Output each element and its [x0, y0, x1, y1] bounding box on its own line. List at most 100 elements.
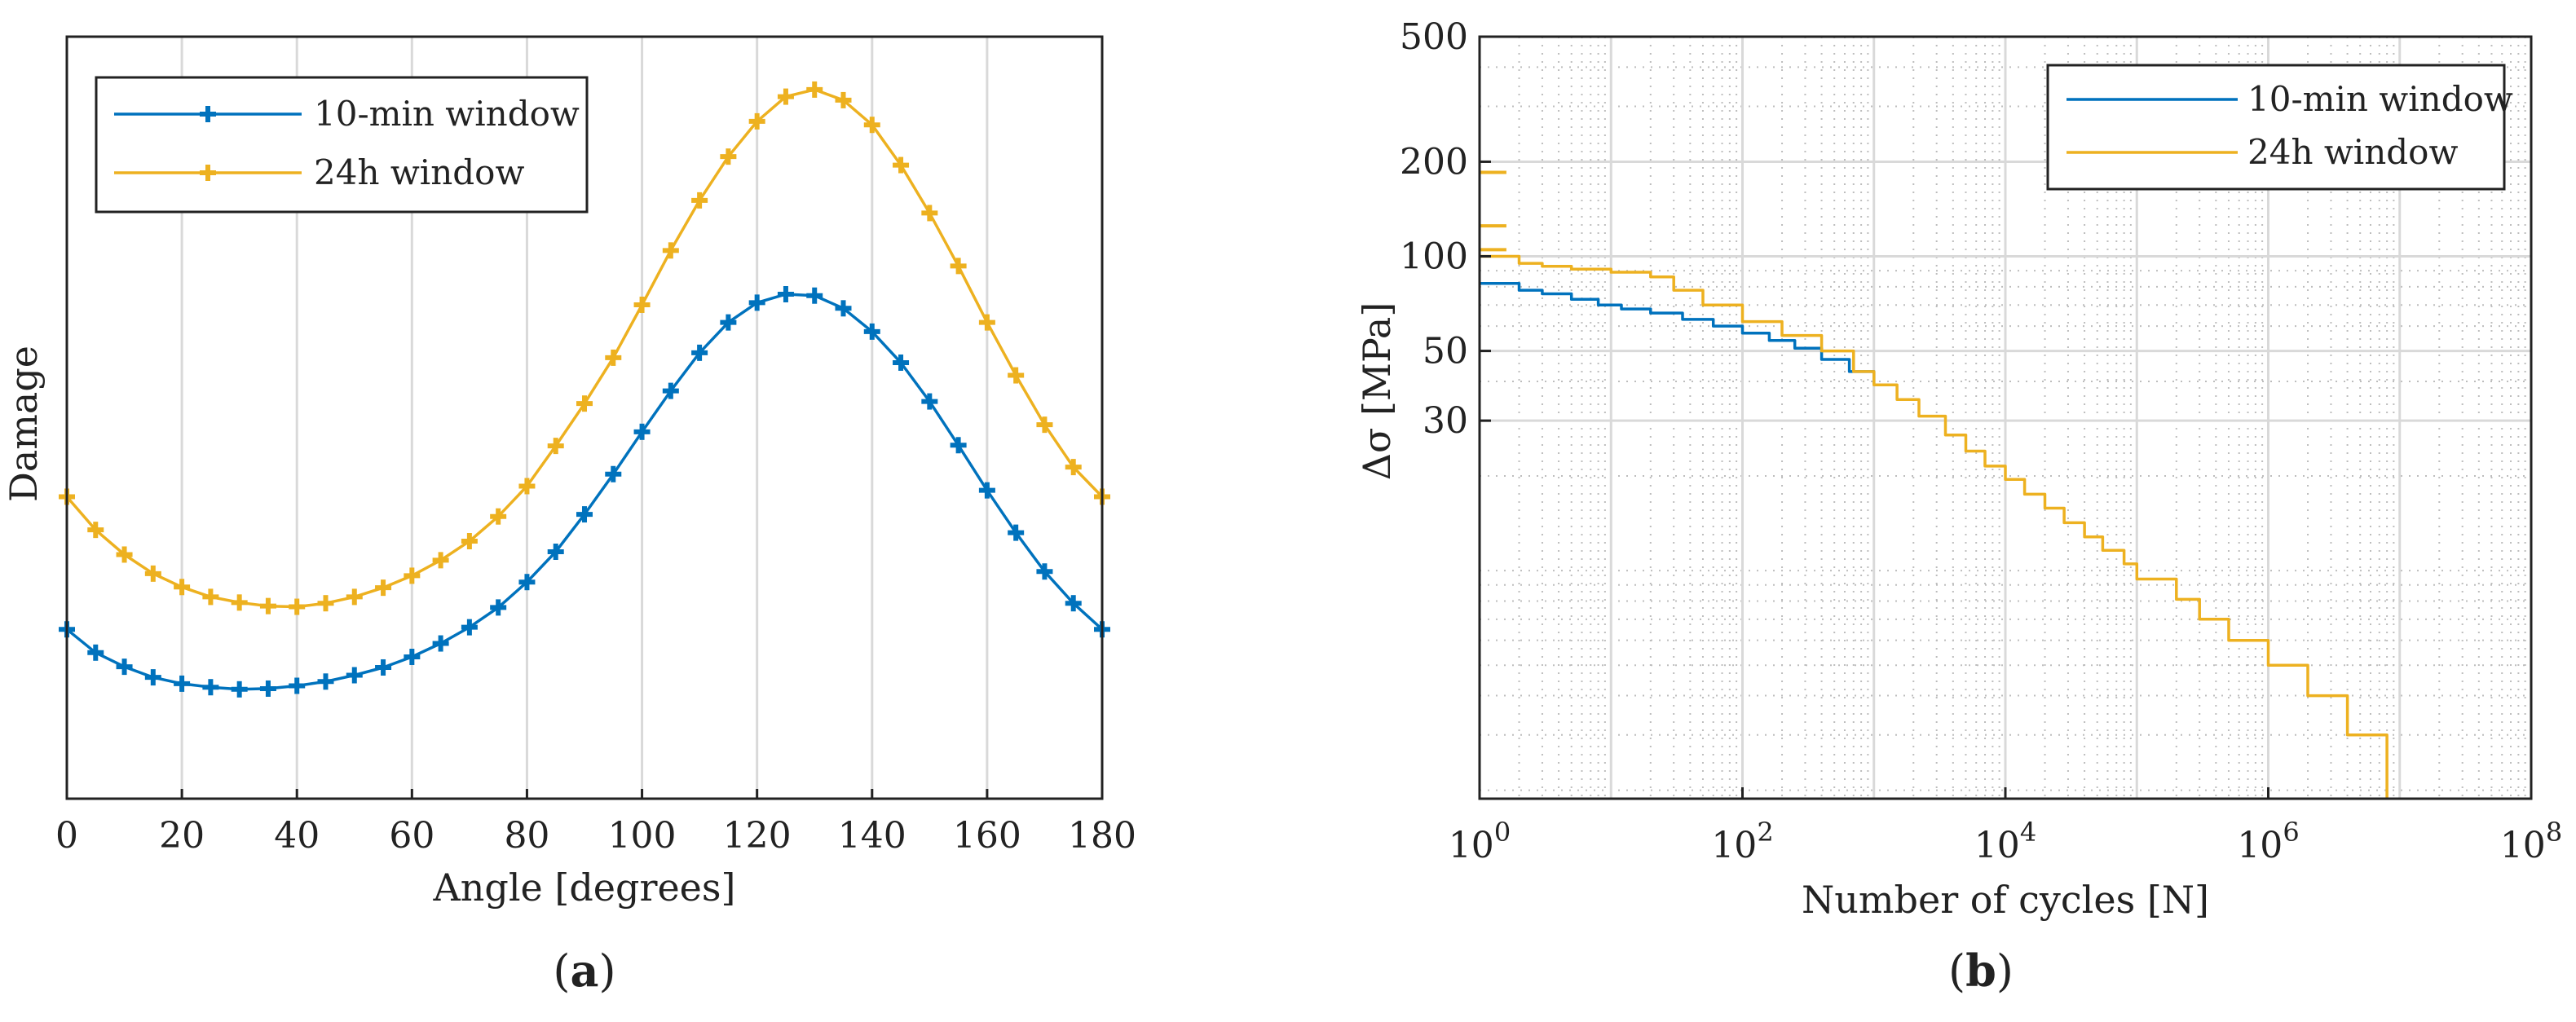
panel-a-x-tick-label: 60 [389, 815, 434, 857]
panel-a-data-point [346, 667, 363, 684]
panel-a-data-point [346, 588, 363, 606]
panel-a-series [59, 81, 1110, 698]
panel-a-data-point [87, 522, 104, 539]
panel-a-data-point [863, 323, 880, 340]
panel-b-x-tick-label: 108 [2500, 817, 2562, 866]
panel-b-y-tick-label: 200 [1400, 141, 1468, 183]
panel-a-data-point [605, 465, 622, 482]
panel-a-caption: (a) [553, 945, 615, 997]
panel-a-data-point [950, 437, 967, 454]
panel-b-caption: (b) [1948, 945, 2014, 997]
panel-b-y-tick-label: 30 [1423, 400, 1468, 442]
panel-a-x-tick-label: 180 [1068, 815, 1136, 857]
panel-a-legend-box [95, 76, 589, 214]
panel-a-data-point [289, 677, 306, 694]
panel-a-data-point [1036, 563, 1053, 580]
panel-a-data-point [1065, 459, 1082, 476]
panel-b-y-ticks: 500 200 100 50 30 [1400, 16, 1491, 442]
panel-a-data-point [921, 205, 938, 222]
panel-a-y-axis-label: Damage [2, 346, 46, 502]
panel-a-data-point [116, 546, 133, 563]
panel-a-data-point [978, 482, 995, 499]
legend-marker-24h-a [200, 165, 216, 181]
panel-a-data-point [691, 192, 708, 209]
panel-a-data-point [633, 423, 651, 440]
panel-a-series-0 [59, 285, 1110, 698]
panel-a-data-point [720, 148, 737, 165]
panel-a-data-point [404, 648, 421, 665]
panel-b-x-tick-label: 100 [1449, 817, 1511, 866]
panel-a-data-point [691, 344, 708, 361]
panel-a-data-point [835, 91, 852, 108]
panel-a-data-point [806, 287, 823, 304]
panel-a-data-point [1065, 595, 1082, 612]
panel-b-y-tick-label: 50 [1423, 331, 1468, 372]
panel-a-data-point [289, 598, 306, 615]
panel-a-data-point [921, 393, 938, 410]
panel-a-x-tick-label: 40 [274, 815, 320, 857]
panel-a-x-tick-label: 80 [504, 815, 549, 857]
panel-b-series [1480, 170, 2389, 799]
panel-a-data-point [1036, 416, 1053, 434]
panel-a-data-point [87, 644, 104, 661]
panel-b-sn-curve-chart: 100 102 104 106 108 500 200 100 50 30 Number of … [1355, 16, 2562, 997]
panel-a-data-point [231, 681, 248, 698]
panel-a-series-1 [59, 81, 1110, 615]
panel-a-data-point [748, 294, 765, 311]
panel-a-x-tick-label: 20 [159, 815, 205, 857]
panel-a-data-point [863, 117, 880, 134]
panel-a-data-point [202, 679, 219, 696]
panel-b-legend-box [2046, 64, 2506, 191]
panel-a-x-tick-label: 120 [723, 815, 792, 857]
panel-a-data-point [490, 508, 507, 525]
panel-a-data-point [662, 382, 679, 399]
panel-a-plot-frame [65, 35, 1104, 800]
legend-marker-plus [200, 165, 216, 181]
panel-a-data-point [317, 673, 334, 690]
panel-a-data-point [893, 354, 910, 371]
panel-a-line-chart: 0 20 40 60 80 100 120 140 160 180 Angle [degrees]… [2, 35, 1136, 997]
panel-a-data-point [806, 81, 823, 98]
panel-b-x-tick-label: 102 [1711, 817, 1773, 866]
panel-b-series-2 [1480, 170, 1506, 252]
panel-b-series-1 [1480, 254, 2389, 799]
panel-a-data-point [461, 533, 478, 550]
panel-a-legend: 10-min window 24h window [95, 76, 589, 214]
panel-a-data-point [576, 506, 593, 523]
panel-a-data-point [202, 588, 219, 606]
panel-a-data-point [720, 314, 737, 331]
panel-a-data-point [461, 619, 478, 636]
panel-a-data-point [375, 659, 392, 676]
panel-b-y-tick-label: 500 [1400, 16, 1468, 58]
panel-a-x-tick-label: 160 [953, 815, 1021, 857]
panel-b-y-tick-label: 100 [1400, 236, 1468, 278]
panel-a-data-point [317, 595, 334, 612]
legend-marker-10min-a [200, 106, 216, 122]
panel-b-y-axis-label: Δσ [MPa] [1355, 302, 1399, 481]
panel-a-data-point [777, 88, 794, 105]
panel-a-data-point [259, 680, 276, 697]
panel-a-series-line-0 [65, 293, 1104, 691]
panel-a-data-point [576, 395, 593, 412]
panel-a-data-point [432, 552, 449, 569]
panel-a-data-point [490, 599, 507, 616]
panel-a-data-point [605, 349, 622, 366]
panel-a-x-tick-label: 0 [55, 815, 78, 857]
legend-label-24h-b: 24h window [2247, 132, 2458, 172]
panel-a-caption-letter: a [571, 945, 599, 997]
panel-a-data-point [1008, 524, 1025, 541]
panel-a-data-point [375, 579, 392, 597]
panel-b-x-tick-label: 106 [2237, 817, 2299, 866]
panel-a-data-point [1008, 367, 1025, 384]
panel-a-data-point [144, 669, 161, 686]
panel-b-caption-letter: b [1965, 945, 1996, 997]
panel-a-x-tick-label: 140 [838, 815, 906, 857]
panel-b-legend: 10-min window 24h window [2046, 64, 2513, 191]
legend-marker-plus [200, 106, 216, 122]
panel-a-data-point [547, 438, 564, 455]
panel-a-data-point [777, 285, 794, 302]
panel-a-data-point [748, 112, 765, 130]
panel-a-data-point [835, 300, 852, 317]
panel-a-data-point [662, 242, 679, 259]
panel-a-data-point [950, 258, 967, 275]
